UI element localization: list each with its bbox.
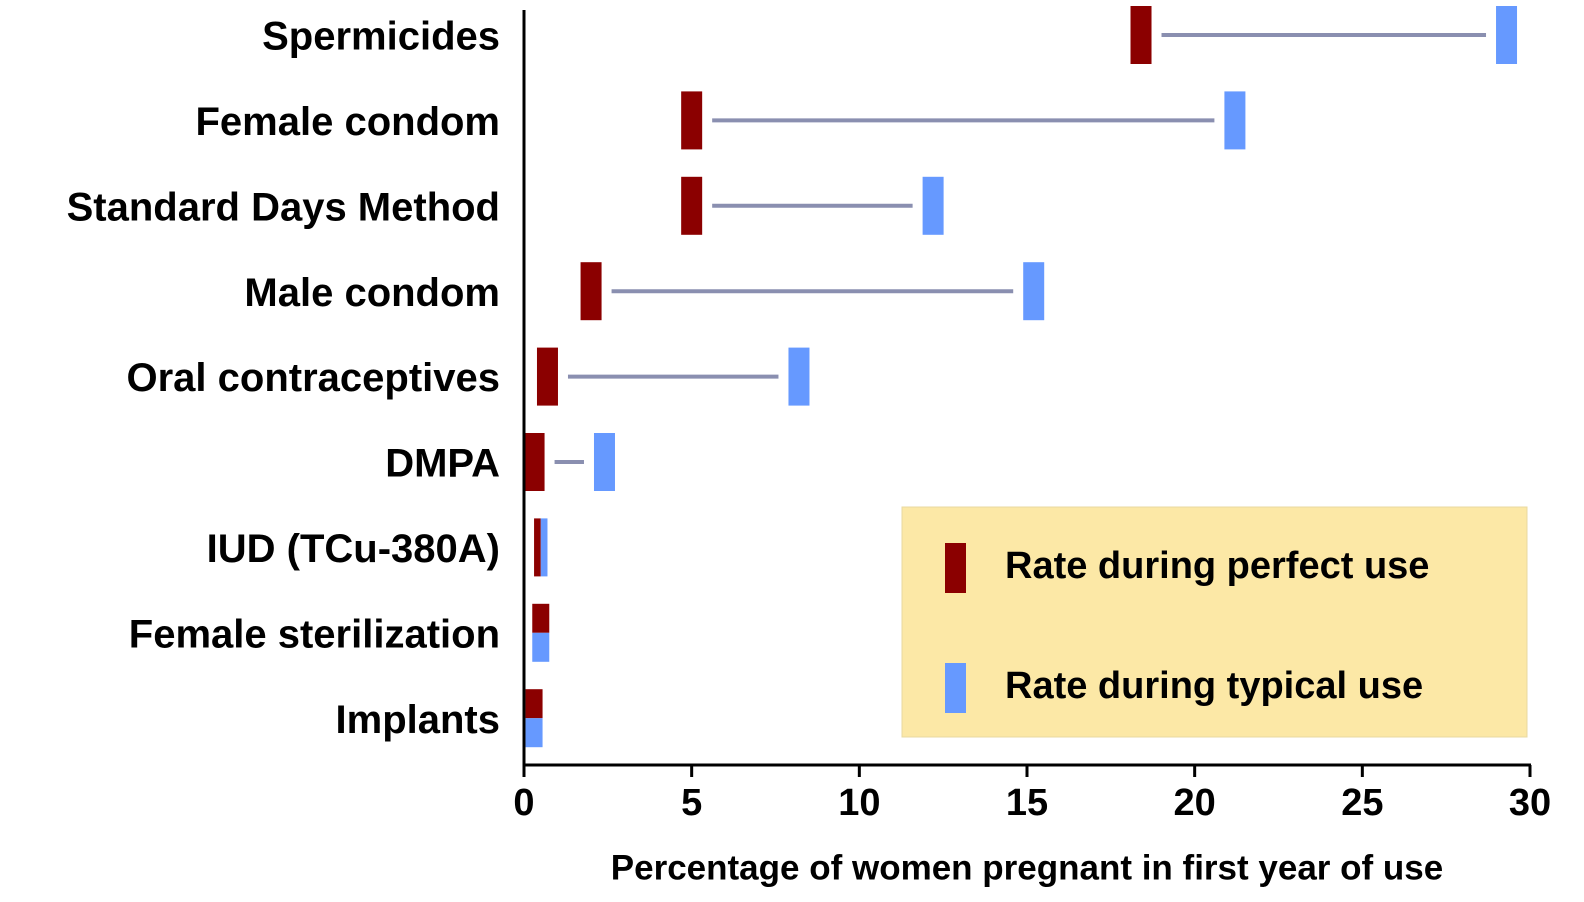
legend-label: Rate during perfect use <box>1005 545 1429 587</box>
x-tick-label: 30 <box>1509 782 1551 824</box>
bar-typical <box>593 433 615 491</box>
x-tick-label: 10 <box>838 782 880 824</box>
bar-perfect <box>536 347 558 406</box>
category-label: Standard Days Method <box>67 185 500 229</box>
category-label: Spermicides <box>262 15 500 59</box>
legend-swatch <box>945 663 966 713</box>
x-tick-label: 0 <box>513 782 534 824</box>
category-label: DMPA <box>385 442 500 486</box>
bar-perfect <box>534 518 541 577</box>
x-tick-label: 25 <box>1341 782 1383 824</box>
bar-typical <box>1224 91 1246 150</box>
bar-typical <box>540 518 548 577</box>
category-label: Female sterilization <box>129 612 500 656</box>
bar-typical <box>525 718 543 748</box>
legend-box <box>901 506 1528 738</box>
bar-perfect <box>1130 6 1152 64</box>
bar-perfect <box>523 433 545 491</box>
x-tick-label: 5 <box>681 782 702 824</box>
legend-label: Rate during typical use <box>1005 665 1423 707</box>
category-label: Male condom <box>244 271 500 315</box>
bar-perfect <box>532 603 550 633</box>
bar-typical <box>1023 262 1045 321</box>
x-tick-label: 15 <box>1006 782 1048 824</box>
bar-perfect <box>580 262 602 321</box>
category-label: IUD (TCu-380A) <box>207 527 500 571</box>
category-label: Implants <box>336 698 500 742</box>
legend-swatch <box>945 543 966 593</box>
bar-typical <box>1496 6 1518 64</box>
bar-typical <box>532 632 550 662</box>
category-label: Oral contraceptives <box>127 356 501 400</box>
bar-typical <box>788 347 810 406</box>
x-axis-label: Percentage of women pregnant in first ye… <box>611 848 1443 887</box>
bar-perfect <box>681 176 703 235</box>
bar-perfect <box>525 689 543 719</box>
x-tick-label: 20 <box>1174 782 1216 824</box>
bar-perfect <box>681 91 703 150</box>
bar-typical <box>922 176 944 235</box>
category-label: Female condom <box>195 100 500 144</box>
